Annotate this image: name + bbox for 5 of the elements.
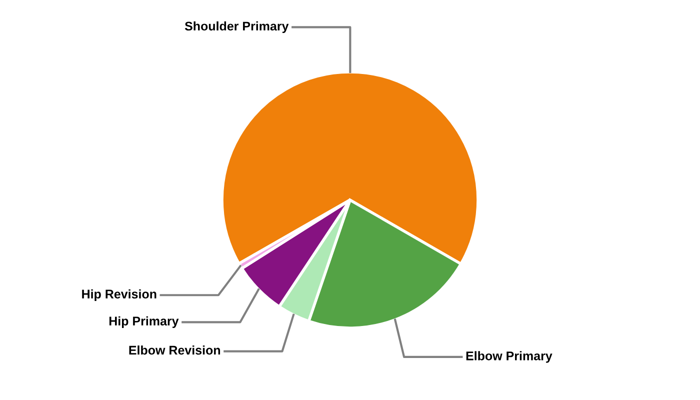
slice-label: Hip Primary [109, 316, 179, 328]
slice-label: Elbow Primary [466, 351, 552, 363]
slice-label: Shoulder Primary [184, 21, 289, 34]
slice-label: Elbow Revision [129, 345, 220, 355]
slice-label: Hip Revision [82, 289, 156, 301]
